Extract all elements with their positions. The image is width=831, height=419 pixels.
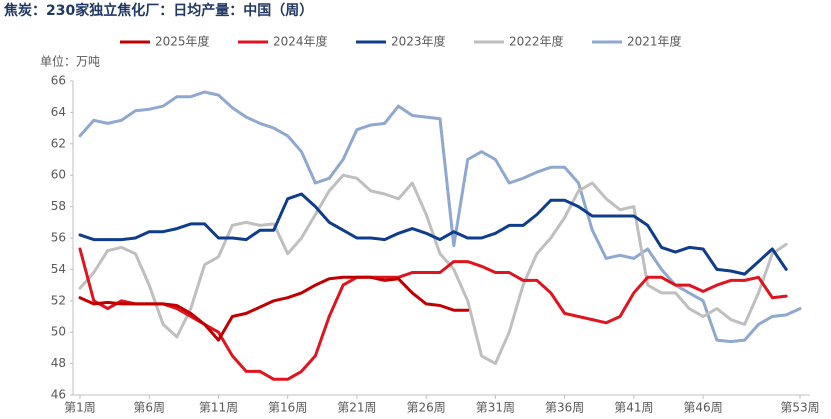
series-line (78, 247, 788, 381)
y-tick-label: 64 (51, 105, 66, 119)
legend-label: 2023年度 (391, 34, 446, 49)
y-tick-label: 62 (51, 136, 66, 150)
x-tick-label: 第26周 (407, 401, 446, 415)
chart-title: 焦炭：230家独立焦化厂：日均产量：中国（周） (3, 2, 313, 19)
y-axis-label: 单位：万吨 (40, 54, 100, 69)
series-line (78, 275, 470, 342)
x-tick-label: 第46周 (683, 401, 722, 415)
legend-label: 2021年度 (627, 34, 682, 49)
legend-label: 2024年度 (273, 34, 328, 49)
x-tick-label: 第31周 (476, 401, 515, 415)
x-tick-label: 第41周 (614, 401, 653, 415)
legend-label: 2025年度 (155, 34, 210, 49)
y-tick-label: 54 (51, 262, 66, 276)
y-tick-label: 52 (51, 293, 66, 307)
y-tick-label: 48 (51, 356, 66, 370)
x-tick-label: 第21周 (337, 401, 376, 415)
x-tick-label: 第36周 (545, 401, 584, 415)
x-tick-label: 第11周 (199, 401, 238, 415)
y-tick-label: 60 (51, 168, 66, 182)
series-line (78, 90, 802, 344)
x-tick-label: 第6周 (133, 401, 165, 415)
y-tick-label: 58 (51, 199, 66, 213)
series-line (78, 173, 788, 366)
x-tick-label: 第53周 (780, 401, 819, 415)
y-tick-label: 66 (51, 74, 66, 88)
legend-label: 2022年度 (509, 34, 564, 49)
y-tick-label: 56 (51, 231, 66, 245)
y-tick-label: 46 (51, 388, 66, 402)
x-tick-label: 第16周 (268, 401, 307, 415)
y-tick-label: 50 (51, 325, 66, 339)
series-line (78, 192, 788, 276)
x-tick-label: 第1周 (64, 401, 96, 415)
